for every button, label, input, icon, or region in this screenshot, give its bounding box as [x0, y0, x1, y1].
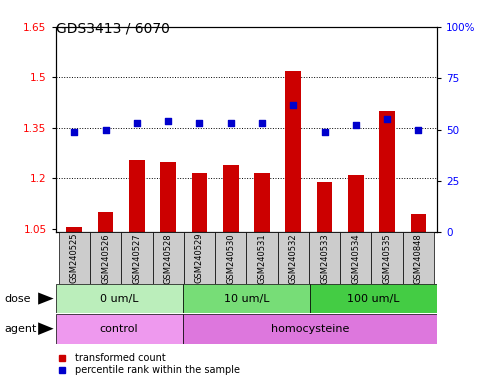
Text: GSM240532: GSM240532 [289, 233, 298, 283]
Polygon shape [38, 293, 54, 305]
Point [71, 129, 78, 135]
Bar [285, 71, 301, 232]
Bar [403, 232, 434, 284]
Text: 100 um/L: 100 um/L [347, 293, 400, 304]
Text: GSM240533: GSM240533 [320, 233, 329, 284]
Bar [340, 232, 371, 284]
Polygon shape [38, 323, 54, 335]
Text: control: control [100, 324, 139, 334]
Bar [56, 284, 183, 313]
Point [133, 120, 141, 126]
Bar [90, 232, 121, 284]
Text: GSM240525: GSM240525 [70, 233, 79, 283]
Bar [246, 232, 278, 284]
Point [414, 126, 422, 132]
Text: GSM240529: GSM240529 [195, 233, 204, 283]
Point [383, 116, 391, 122]
Bar [278, 232, 309, 284]
Bar [348, 175, 364, 232]
Bar [254, 174, 270, 232]
Text: GSM240531: GSM240531 [257, 233, 267, 283]
Point [289, 102, 297, 108]
Text: GDS3413 / 6070: GDS3413 / 6070 [56, 21, 170, 35]
Bar [371, 232, 403, 284]
Point [321, 129, 328, 135]
Legend: transformed count, percentile rank within the sample: transformed count, percentile rank withi… [48, 349, 243, 379]
Bar [160, 162, 176, 232]
Text: 10 um/L: 10 um/L [224, 293, 269, 304]
Bar [56, 314, 183, 344]
Text: agent: agent [5, 324, 37, 334]
Bar [379, 111, 395, 232]
Bar [67, 227, 82, 232]
Point [196, 120, 203, 126]
Text: dose: dose [5, 293, 31, 304]
Text: GSM240526: GSM240526 [101, 233, 110, 283]
Text: GSM240527: GSM240527 [132, 233, 142, 283]
Bar [223, 165, 239, 232]
Text: GSM240534: GSM240534 [351, 233, 360, 283]
Bar [153, 232, 184, 284]
Bar [121, 232, 153, 284]
Text: homocysteine: homocysteine [271, 324, 349, 334]
Text: 0 um/L: 0 um/L [100, 293, 139, 304]
Bar [183, 314, 437, 344]
Bar [215, 232, 246, 284]
Bar [309, 232, 340, 284]
Text: GSM240848: GSM240848 [414, 233, 423, 284]
Text: GSM240530: GSM240530 [226, 233, 235, 283]
Point [352, 122, 360, 129]
Bar [184, 232, 215, 284]
Bar [58, 232, 90, 284]
Point [227, 120, 235, 126]
Bar [310, 284, 437, 313]
Text: GSM240528: GSM240528 [164, 233, 172, 283]
Bar [411, 214, 426, 232]
Bar [192, 174, 207, 232]
Point [164, 118, 172, 124]
Bar [317, 182, 332, 232]
Point [102, 126, 110, 132]
Bar [129, 160, 145, 232]
Text: GSM240535: GSM240535 [383, 233, 392, 283]
Bar [183, 284, 310, 313]
Point [258, 120, 266, 126]
Bar [98, 212, 114, 232]
